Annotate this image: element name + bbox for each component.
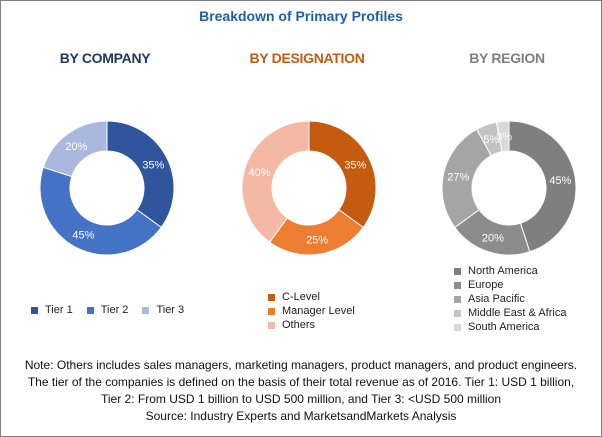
company-legend: Tier 1 Tier 2 Tier 3 — [31, 303, 184, 317]
note-line-2: The tier of the companies is defined on … — [27, 375, 575, 389]
legend-label: Manager Level — [282, 305, 355, 317]
slice-label: 27% — [447, 172, 469, 184]
legend-swatch — [268, 321, 275, 329]
legend-label: South America — [468, 321, 540, 333]
slice-c-level — [308, 120, 377, 229]
legend-label: Asia Pacific — [468, 293, 525, 305]
slice-tier-2 — [39, 166, 162, 256]
legend-item-manager-level: Manager Level — [268, 304, 355, 318]
region-section-title: BY REGION — [469, 50, 545, 66]
legend-item-tier-2: Tier 2 — [86, 303, 129, 317]
note-line-3: Tier 2: From USD 1 billion to USD 500 mi… — [100, 392, 502, 406]
slice-label: 35% — [142, 159, 164, 171]
slice-tier-3 — [42, 120, 108, 178]
slice-label: 5% — [483, 134, 499, 146]
legend-item-tier-3: Tier 3 — [142, 303, 184, 317]
legend-label: Tier 1 — [45, 304, 73, 316]
slice-label: 20% — [482, 232, 504, 244]
legend-swatch — [268, 293, 275, 301]
slice-label: 35% — [344, 159, 366, 171]
legend-swatch — [454, 323, 461, 331]
company-section-title: BY COMPANY — [59, 50, 151, 66]
slice-north-america — [508, 120, 577, 253]
legend-swatch — [454, 281, 461, 289]
slice-south-america — [495, 120, 510, 153]
slice-label: 40% — [249, 167, 271, 179]
legend-label: Others — [282, 319, 316, 331]
legend-label: Middle East & Africa — [468, 307, 567, 319]
legend-item-middle-east-africa: Middle East & Africa — [454, 306, 566, 320]
legend-label: Tier 2 — [100, 304, 129, 316]
legend-item-others: Others — [268, 318, 355, 332]
slice-label: 25% — [306, 234, 328, 246]
legend-label: C-Level — [282, 291, 320, 303]
legend-label: Europe — [468, 279, 504, 291]
legend-swatch — [454, 267, 461, 275]
legend-label: North America — [468, 265, 538, 277]
designation-section-title: BY DESIGNATION — [249, 50, 365, 66]
note-line-1: Note: Others includes sales managers, ma… — [24, 358, 578, 372]
slice-label: 3% — [496, 131, 512, 143]
legend-item-north-america: North America — [454, 264, 566, 278]
legend-label: Tier 3 — [156, 304, 185, 316]
legend-swatch — [454, 295, 461, 303]
legend-item-c-level: C-Level — [268, 290, 355, 304]
source-line: Source: Industry Experts and MarketsandM… — [145, 409, 457, 423]
footnote: Note: Others includes sales managers, ma… — [1, 357, 601, 425]
legend-swatch — [86, 306, 94, 314]
slice-others — [241, 120, 310, 243]
slice-label: 45% — [72, 229, 94, 241]
legend-item-south-america: South America — [454, 320, 566, 334]
chart-title: Breakdown of Primary Profiles — [199, 8, 403, 24]
legend-swatch — [454, 309, 461, 317]
slice-label: 20% — [65, 141, 87, 153]
slice-label: 45% — [549, 175, 571, 187]
legend-item-asia-pacific: Asia Pacific — [454, 292, 566, 306]
legend-item-europe: Europe — [454, 278, 566, 292]
legend-item-tier-1: Tier 1 — [31, 303, 73, 317]
designation-legend: C-Level Manager Level Others — [268, 290, 355, 332]
donut-charts: 35% 45% 20% 35% 25% 40% 45% 20% 27% 5%3% — [39, 120, 577, 256]
legend-swatch — [268, 307, 275, 315]
slice-tier-1 — [106, 120, 175, 229]
legend-swatch — [31, 306, 38, 314]
legend-swatch — [142, 306, 150, 314]
region-legend: North America Europe Asia Pacific Middle… — [454, 264, 566, 334]
